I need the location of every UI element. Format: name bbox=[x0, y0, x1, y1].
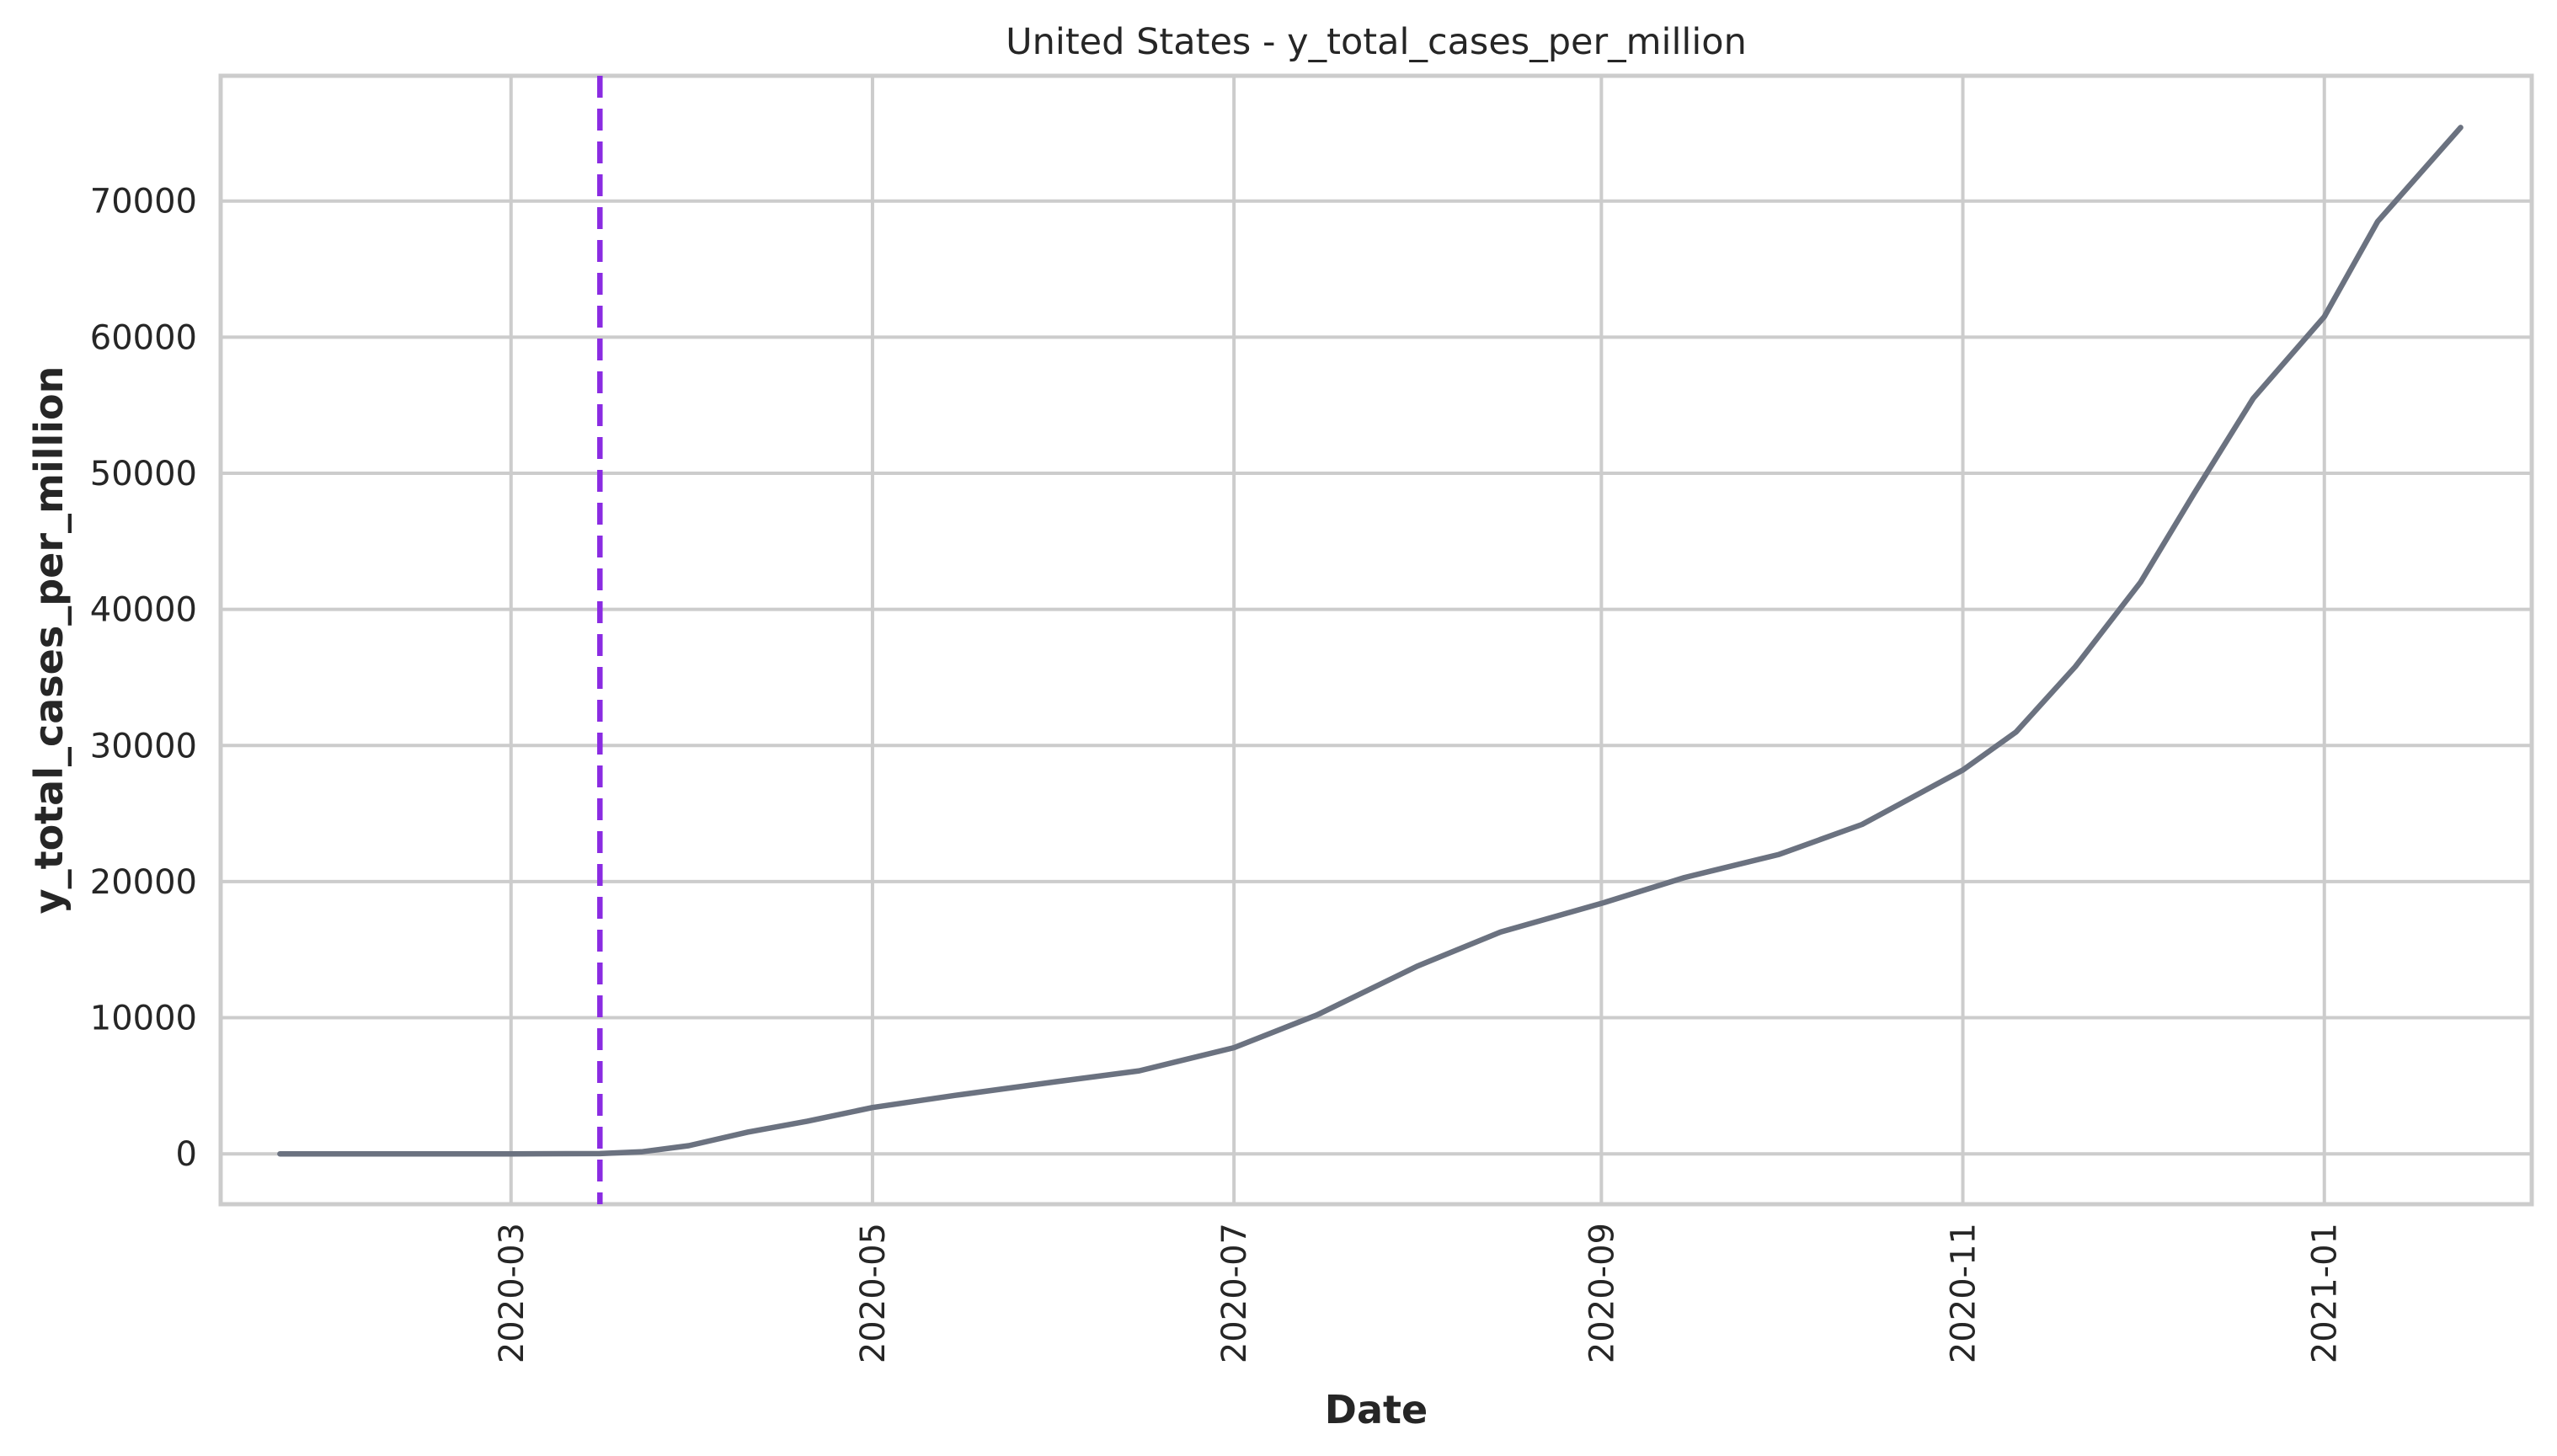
y-tick-label: 50000 bbox=[90, 455, 197, 493]
y-tick-label: 40000 bbox=[90, 591, 197, 630]
y-tick-label: 70000 bbox=[90, 183, 197, 221]
x-axis-label: Date bbox=[1325, 1387, 1428, 1432]
series-line bbox=[277, 125, 2464, 1157]
x-tick-label: 2020-07 bbox=[1215, 1223, 1254, 1363]
x-grid bbox=[509, 76, 2326, 1204]
x-tick-label: 2020-03 bbox=[493, 1223, 531, 1363]
x-tick-label: 2021-01 bbox=[2306, 1223, 2345, 1363]
y-tick-label: 0 bbox=[176, 1135, 197, 1174]
y-tick-labels: 0 10000 20000 30000 40000 50000 60000 70000 bbox=[90, 183, 197, 1174]
y-grid bbox=[221, 199, 2532, 1156]
x-tick-label: 2020-05 bbox=[854, 1223, 893, 1363]
y-tick-label: 20000 bbox=[90, 863, 197, 902]
y-axis-label: y_total_cases_per_million bbox=[26, 366, 72, 915]
x-tick-labels: 2020-03 2020-05 2020-07 2020-09 2020-11 2021-… bbox=[493, 1223, 2345, 1363]
y-tick-label: 10000 bbox=[90, 1000, 197, 1038]
y-tick-label: 60000 bbox=[90, 318, 197, 357]
y-tick-label: 30000 bbox=[90, 727, 197, 765]
chart-title: United States - y_total_cases_per_millio… bbox=[1006, 21, 1747, 63]
x-tick-label: 2020-09 bbox=[1583, 1223, 1621, 1363]
plot-frame bbox=[218, 73, 2534, 1207]
x-tick-label: 2020-11 bbox=[1945, 1223, 1983, 1363]
